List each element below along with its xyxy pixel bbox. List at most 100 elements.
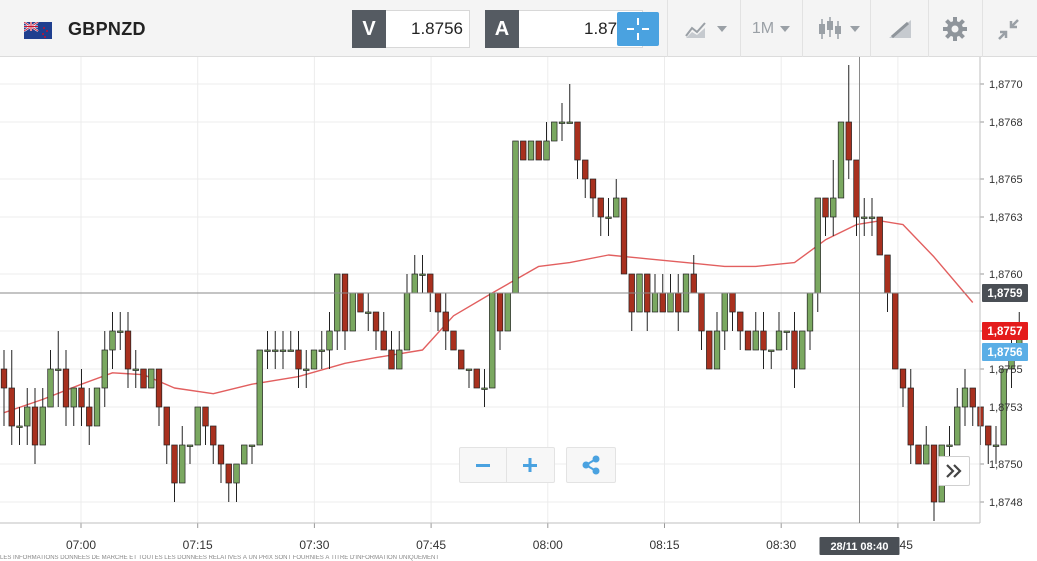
candle (597, 197, 604, 236)
candle (264, 331, 271, 369)
candle (992, 426, 1000, 464)
candle (589, 178, 597, 217)
candle (295, 331, 302, 388)
y-tick-label: 1,8755 (989, 364, 1023, 376)
candle (279, 331, 287, 369)
drawing-tools-button[interactable] (876, 6, 924, 52)
candle (372, 311, 380, 350)
candle (768, 349, 775, 369)
zoom-in-button[interactable] (507, 448, 554, 482)
candle (504, 292, 511, 332)
x-tick-label: 08:15 (649, 538, 679, 552)
candle (1000, 368, 1007, 446)
candle (78, 369, 85, 426)
price-chart[interactable]: 1,8770 1,8768 1,8765 1,8763 1,8760 1,8757 1,87… (0, 57, 1037, 561)
instrument-symbol: GBPNZD (68, 19, 146, 39)
minus-icon (475, 464, 490, 467)
gb-nz-flag-icon (24, 22, 52, 39)
scroll-to-latest-button[interactable] (938, 456, 970, 486)
x-tick-label: 08:00 (533, 538, 563, 552)
candle (814, 197, 821, 312)
candle (303, 350, 310, 388)
candle (822, 197, 829, 236)
zoom-controls (459, 447, 555, 483)
candle (783, 330, 790, 350)
candle (179, 426, 186, 484)
candle (791, 312, 798, 388)
collapse-button[interactable] (986, 6, 1032, 52)
candlestick-icon (819, 17, 841, 39)
indicator-button[interactable] (810, 6, 866, 52)
x-tick-label: 07:45 (416, 538, 446, 552)
candle (458, 349, 465, 370)
crosshair-icon (627, 18, 649, 40)
candle (318, 331, 325, 369)
candle (907, 369, 914, 464)
candle (86, 388, 93, 445)
last-price-tag: 1,8757 (982, 322, 1028, 340)
candle (690, 255, 697, 294)
ask-label: A (485, 10, 519, 48)
y-tick-label: 1,8748 (989, 497, 1023, 509)
candle (744, 330, 752, 351)
candle (628, 273, 635, 331)
candle (543, 122, 550, 161)
candle (47, 350, 54, 408)
timeframe-label: 1M (751, 20, 775, 37)
candle (899, 368, 907, 407)
candle (124, 312, 132, 388)
candle (574, 121, 581, 179)
candle (396, 331, 403, 370)
candle (489, 292, 496, 389)
bid-price[interactable]: V 1.8756 (352, 10, 470, 48)
candle (551, 121, 558, 142)
candle (644, 273, 651, 331)
bid-value: 1.8756 (386, 10, 470, 48)
candle (132, 350, 139, 388)
chevron-down-icon (780, 26, 791, 32)
candle (713, 312, 721, 370)
chevron-down-icon (850, 26, 860, 32)
share-button[interactable] (566, 447, 616, 483)
y-tick-label: 1,8750 (989, 459, 1023, 471)
candle (186, 444, 194, 464)
zoom-out-button[interactable] (460, 448, 507, 482)
double-chevron-right-icon (946, 464, 962, 478)
candle (93, 387, 101, 427)
candle (915, 444, 922, 465)
x-tick-label: 07:30 (299, 538, 329, 552)
candle (334, 273, 341, 350)
chart-type-button[interactable] (676, 6, 734, 52)
svg-text:1,8756: 1,8756 (987, 347, 1022, 359)
candle (868, 198, 876, 236)
candle (403, 274, 411, 351)
candle (442, 293, 449, 350)
candle (969, 387, 976, 426)
candle (737, 311, 744, 350)
crosshair-price-tag: 1,8759 (982, 284, 1028, 302)
candle (930, 444, 938, 521)
candle (155, 368, 163, 426)
candle (0, 350, 8, 426)
candle (31, 388, 39, 464)
candle (233, 463, 240, 502)
candle (225, 463, 232, 502)
chevron-down-icon (717, 26, 727, 32)
candle (512, 140, 519, 294)
crosshair-button[interactable] (617, 12, 659, 46)
candle (892, 292, 899, 370)
candle (806, 292, 814, 350)
candle (620, 197, 628, 275)
candle (419, 255, 426, 293)
y-tick-label: 1,8753 (989, 402, 1023, 414)
candle (349, 292, 356, 332)
settings-button[interactable] (932, 6, 978, 52)
candle (310, 349, 318, 370)
candle (752, 312, 759, 351)
candle (256, 349, 263, 446)
disclaimer-text: LES INFORMATIONS DONNÉES DE MARCHÉ ET TO… (0, 555, 439, 561)
candle (248, 444, 256, 464)
timeframe-button[interactable]: 1M (744, 6, 798, 52)
candle (194, 406, 201, 446)
candle (217, 444, 225, 483)
